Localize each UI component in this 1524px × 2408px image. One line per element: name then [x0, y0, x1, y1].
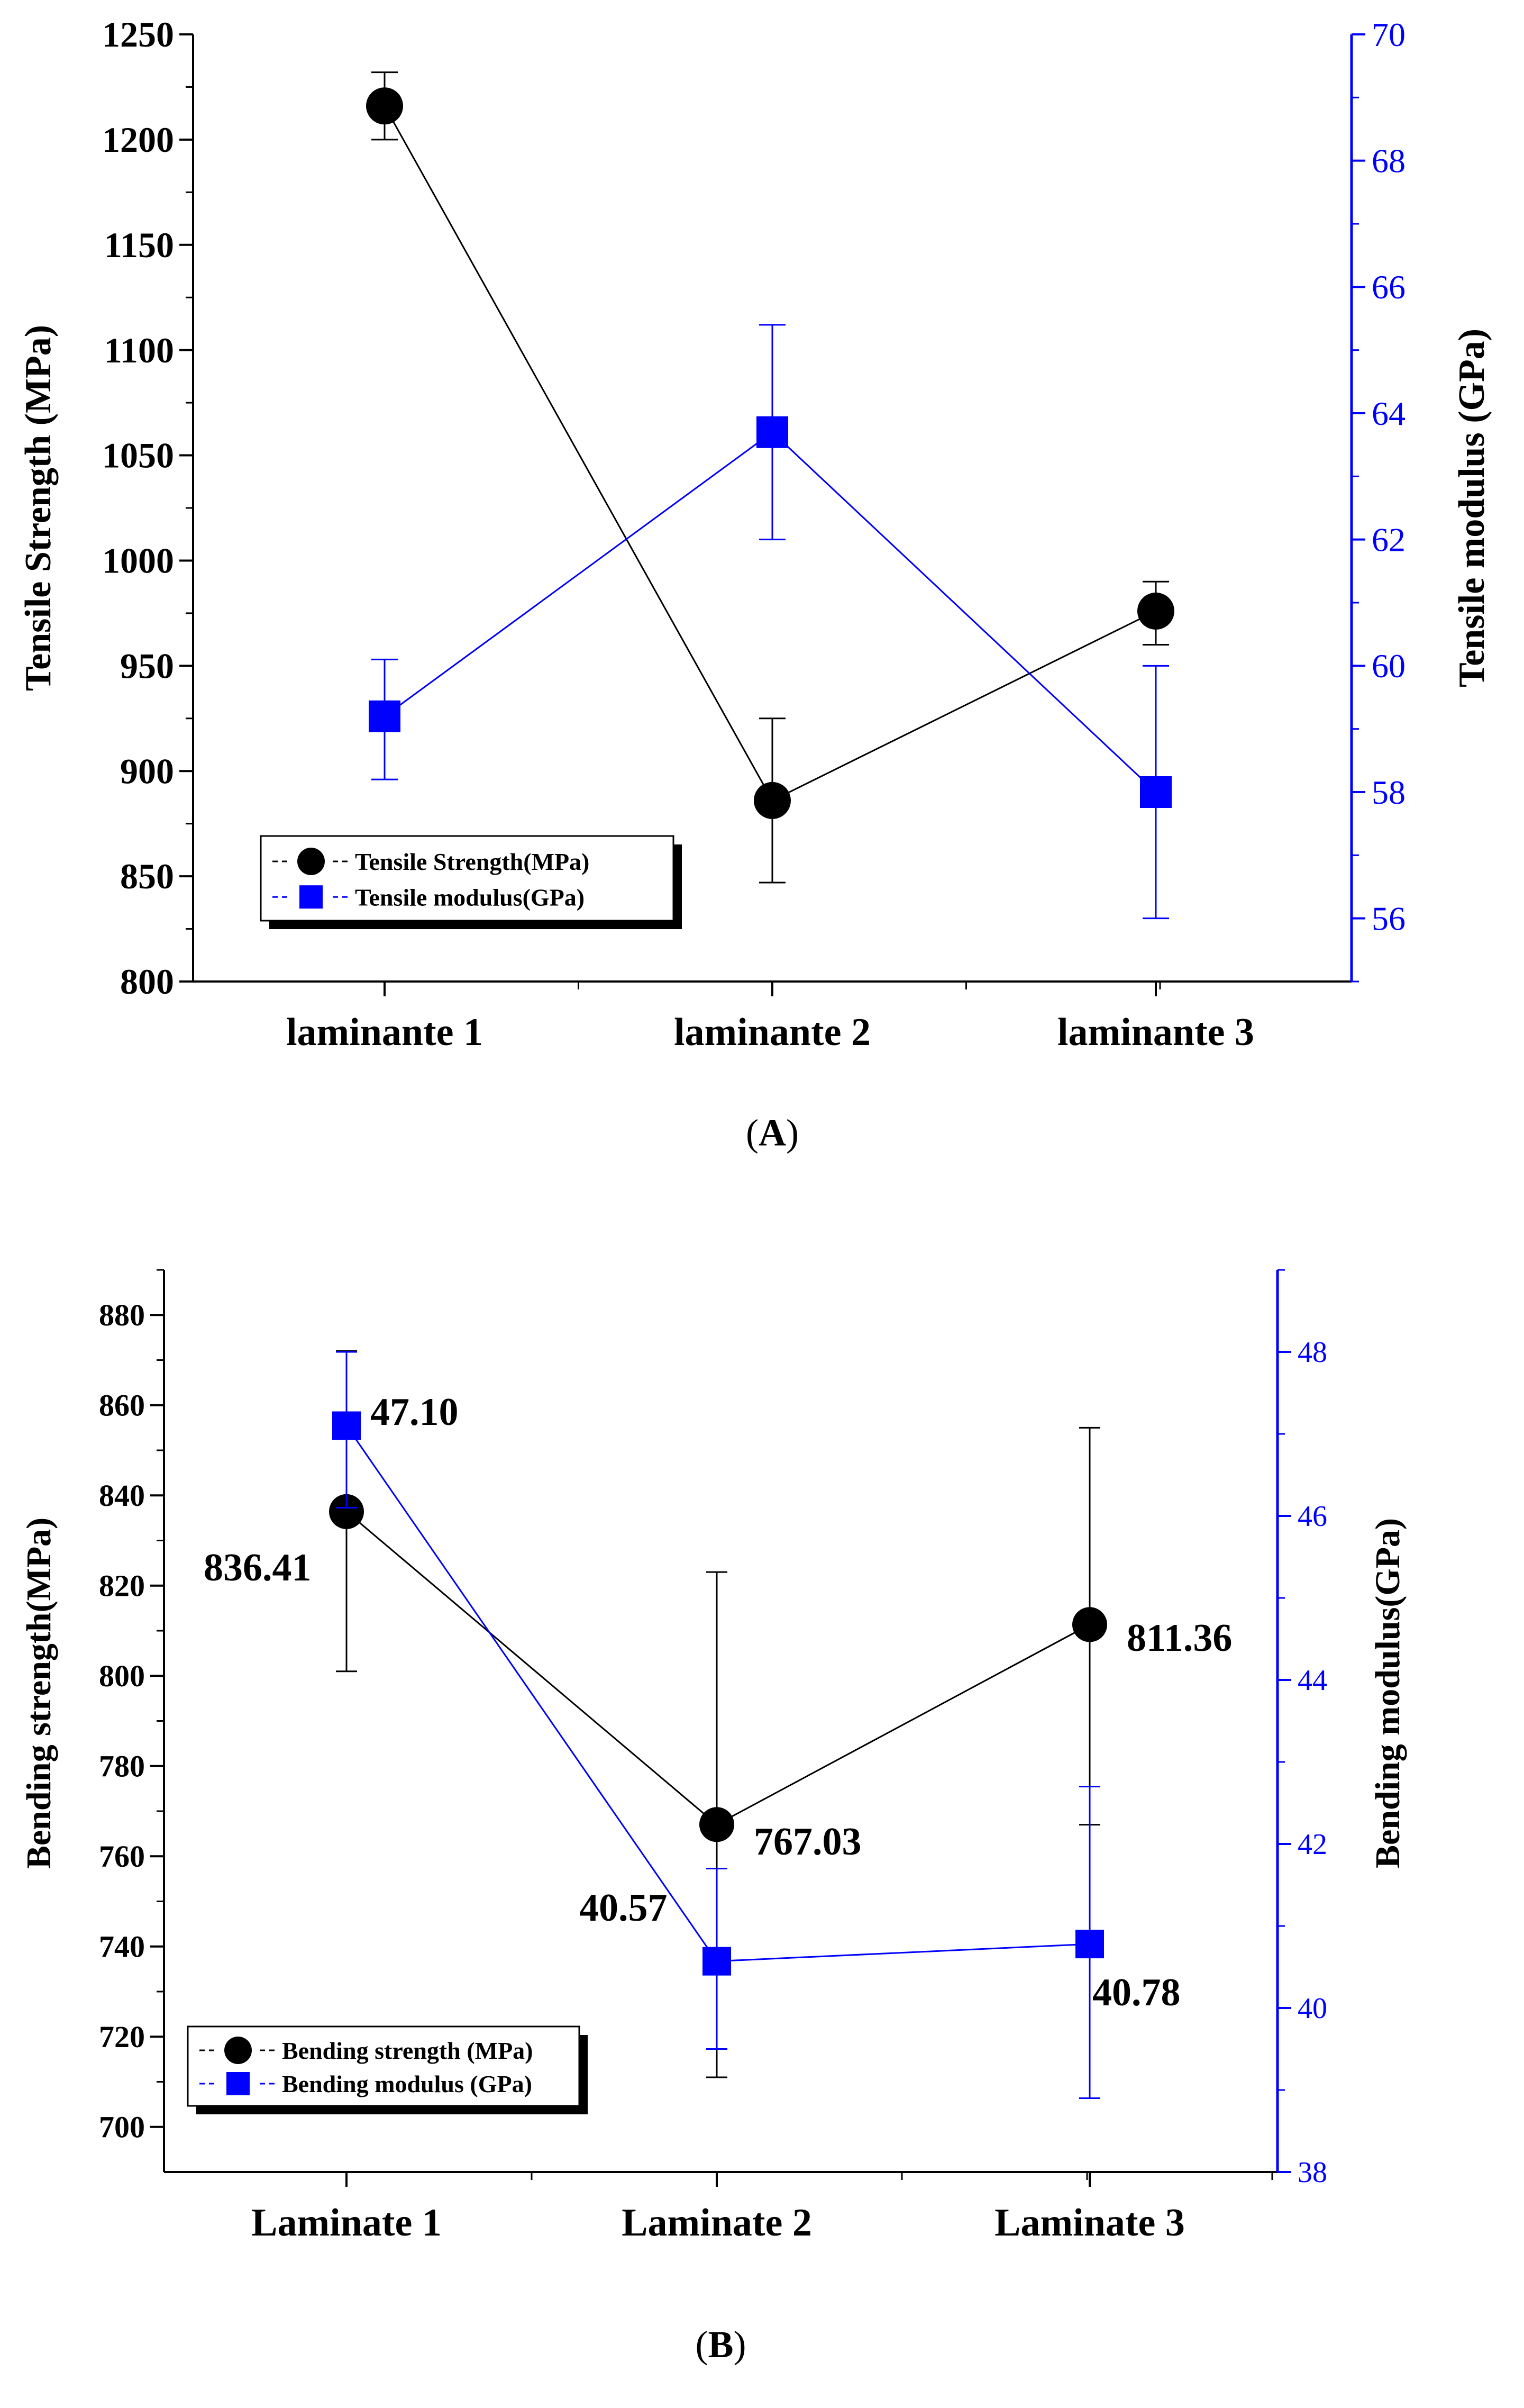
right-tick-label: 60: [1372, 647, 1406, 685]
figure-caption: (B): [696, 2323, 746, 2366]
right-tick-label: 40: [1298, 1992, 1327, 2025]
legend-marker-circle: [224, 2037, 252, 2064]
left-tick-label: 780: [99, 1749, 145, 1783]
x-tick-label: laminante 1: [286, 1011, 483, 1054]
legend-marker-square: [299, 885, 323, 909]
left-tick-label: 850: [120, 856, 174, 896]
data-point-square: [369, 700, 400, 732]
right-tick-label: 46: [1298, 1500, 1327, 1533]
right-tick-label: 66: [1372, 268, 1406, 306]
data-point-square: [332, 1411, 361, 1440]
data-label: 40.78: [1092, 1971, 1181, 2014]
y2-axis-title: Tensile modulus (GPa): [1452, 329, 1492, 687]
data-label: 811.36: [1127, 1616, 1232, 1660]
chart-panel-b: 700 720 740 760 780 800 820 840 860 880 38 40 42 44 46…: [20, 1269, 1407, 2366]
data-label: 836.41: [204, 1546, 312, 1589]
left-tick-label: 900: [120, 751, 174, 791]
left-tick-label: 880: [99, 1298, 145, 1332]
left-tick-label: 820: [99, 1568, 145, 1603]
caption-letter: B: [708, 2323, 733, 2366]
x-tick-label: Laminate 2: [622, 2201, 812, 2245]
left-tick-label: 1250: [102, 14, 174, 54]
data-point-square: [702, 1947, 731, 1976]
caption-close: ): [786, 1112, 799, 1154]
legend-box: [260, 835, 674, 922]
data-point-square: [1075, 1930, 1104, 1959]
right-tick-label: 56: [1372, 899, 1406, 937]
left-tick-label: 860: [99, 1388, 145, 1422]
right-tick-label: 62: [1372, 521, 1406, 558]
left-tick-label: 1000: [102, 541, 174, 581]
left-tick-label: 740: [99, 1929, 145, 1964]
series-line-primary: [346, 1511, 1090, 1826]
caption-open: (: [696, 2323, 708, 2366]
right-tick-label: 64: [1372, 395, 1406, 432]
left-tick-label: 800: [120, 961, 174, 1002]
data-label: 767.03: [754, 1820, 862, 1864]
left-tick-label: 1200: [102, 120, 174, 160]
right-tick-label: 38: [1298, 2156, 1327, 2189]
series-line-primary: [384, 105, 1156, 802]
data-label: 47.10: [370, 1391, 459, 1434]
y-axis-title: Bending strength(MPa): [20, 1518, 58, 1869]
left-tick-label: 720: [99, 2020, 145, 2054]
right-tick-label: 42: [1298, 1828, 1327, 1861]
figure-caption: (A): [746, 1112, 799, 1154]
left-tick-label: 760: [99, 1839, 145, 1874]
right-tick-label: 68: [1372, 142, 1406, 179]
legend-label: Bending modulus (GPa): [282, 2070, 532, 2097]
x-tick-label: Laminate 3: [994, 2201, 1185, 2245]
caption-open: (: [746, 1112, 759, 1154]
y2-axis-title: Bending modulus(GPa): [1368, 1518, 1407, 1868]
left-tick-label: 1150: [104, 225, 174, 265]
series-line-secondary: [345, 1425, 1090, 1962]
left-tick-label: 1100: [104, 330, 174, 370]
data-point-circle: [754, 782, 791, 819]
legend-box: [187, 2025, 580, 2107]
data-point-circle: [366, 87, 403, 125]
data-point-square: [756, 416, 788, 448]
legend-marker-square: [226, 2072, 250, 2095]
chart-panel-a: 800 850 900 950 1000 1050 1100 1150 1200 1250 56 58…: [18, 14, 1492, 1154]
data-point-circle: [329, 1494, 364, 1529]
legend-label: Bending strength (MPa): [282, 2037, 533, 2064]
data-point-circle: [1137, 592, 1174, 630]
x-tick-label: laminante 3: [1057, 1011, 1254, 1054]
right-tick-label: 58: [1372, 774, 1406, 811]
x-tick-label: Laminate 1: [251, 2201, 442, 2245]
left-tick-label: 840: [99, 1478, 145, 1513]
left-tick-label: 800: [99, 1659, 145, 1693]
data-point-square: [1140, 776, 1172, 808]
legend-label: Tensile Strength(MPa): [355, 848, 589, 875]
data-point-circle: [699, 1807, 734, 1842]
right-tick-label: 70: [1372, 16, 1406, 53]
right-tick-label: 44: [1298, 1664, 1327, 1697]
caption-close: ): [734, 2323, 746, 2366]
y-axis-title: Tensile Strength (MPa): [18, 325, 59, 691]
series-line-secondary: [384, 431, 1157, 793]
left-tick-label: 700: [99, 2110, 145, 2144]
legend-label: Tensile modulus(GPa): [355, 884, 585, 911]
left-tick-label: 1050: [102, 435, 174, 476]
data-label: 40.57: [579, 1886, 668, 1930]
right-tick-label: 48: [1298, 1336, 1327, 1369]
caption-letter: A: [759, 1112, 786, 1154]
x-tick-label: laminante 2: [674, 1011, 871, 1054]
legend-marker-circle: [297, 848, 325, 875]
left-tick-label: 950: [120, 646, 174, 686]
data-point-circle: [1072, 1607, 1107, 1642]
